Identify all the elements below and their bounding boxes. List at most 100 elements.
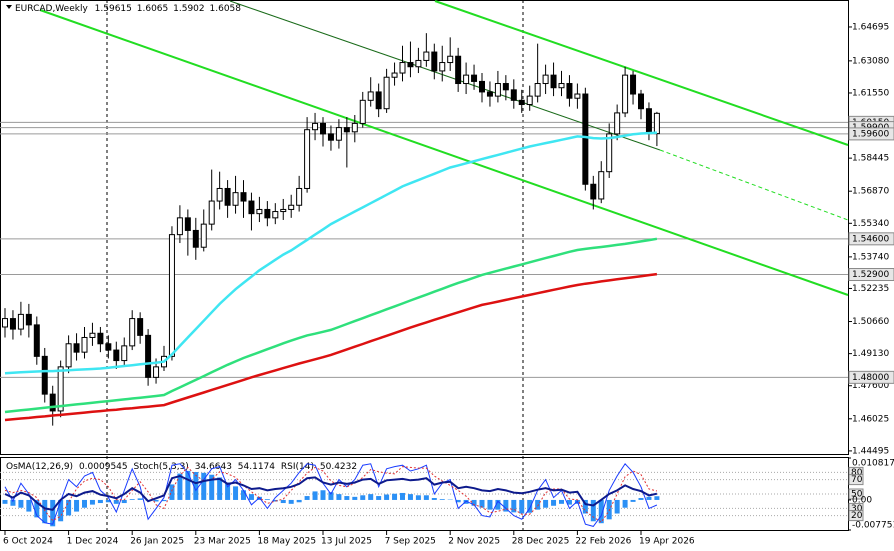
chart-header: EURCAD,Weekly 1.59615 1.6065 1.5902 1.60… [15,4,241,14]
candle-body [327,133,334,141]
histogram-bar [42,499,48,524]
level-label-box [848,474,864,486]
histogram-bar [201,472,207,500]
candle-body [168,234,175,357]
candle-body [192,229,199,248]
histogram-bar [320,490,326,500]
histogram-bar [336,494,342,500]
candle-body [494,83,501,97]
y-tick-label: 0.00 [852,495,872,505]
histogram-bar [646,496,652,500]
symbol: EURCAD,Weekly [15,4,88,14]
candle-body [653,112,660,135]
candle-body [351,122,358,133]
candle-body [335,127,342,141]
candle-body [184,217,191,231]
candle-body [49,393,56,412]
candle-body [471,74,478,82]
histogram-bar [153,499,159,502]
candle-body [81,336,88,353]
histogram-bar [89,499,95,505]
candle-body [526,95,533,106]
histogram-bar [423,495,429,500]
histogram-bar [58,499,64,522]
y-tick-label: 1.55340 [852,219,889,229]
histogram-bar [527,499,533,513]
y-tick-label: 1.63080 [852,56,889,66]
histogram-bar [487,499,493,510]
candle-body [367,91,374,101]
histogram-bar [217,477,223,500]
histogram-bar [50,499,56,527]
stoch-last: 34.6643 [195,462,232,472]
histogram-bar [638,498,644,500]
candle-body [216,187,223,202]
candle-body [240,192,247,202]
level-label: 1.48000 [852,373,889,383]
histogram-bar [129,499,135,500]
stoch-name: Stoch(5,3,3) [134,462,189,472]
histogram-bar [566,499,572,505]
levels [0,121,848,378]
candle-body [73,343,80,353]
y-tick-label: -0.007751 [852,521,894,531]
histogram-bar [376,496,382,500]
candle-body [224,187,231,206]
histogram-bar [368,494,374,500]
candle-body [534,83,541,97]
rsi-last: 50.4232 [320,462,357,472]
candle-body [518,99,525,106]
candle-body [208,200,215,225]
y-tick-label: 1.56870 [852,187,889,197]
y-tick-label: 1.47600 [852,381,889,391]
osma-last: 0.0009545 [79,462,128,472]
y2-tick-label: 80 [851,468,863,478]
y-tick-label: 1.53740 [852,252,889,262]
candle-body [320,122,326,135]
candle-body [645,108,652,135]
moving-average [4,237,658,414]
histogram-bar [312,491,318,500]
candle-body [129,318,136,347]
histogram-bar [407,494,413,500]
histogram-bar [169,484,175,500]
x-tick-label: 6 Oct 2024 [3,537,53,547]
histogram-bar [241,490,246,500]
histogram-bar [630,499,636,502]
histogram-bar [2,499,8,504]
histogram-bar [264,499,270,500]
histogram-bar [439,499,445,500]
indicator-line [4,462,658,527]
y2-tick-label: 20 [851,511,863,521]
candle-body [312,122,319,131]
indicator-header: OsMA(12,26,9) 0.0009545 Stoch(5,3,3) 34.… [6,462,357,472]
x-tick-label: 18 May 2025 [257,537,316,547]
menu-triangle[interactable] [6,5,12,9]
candle-body [439,62,446,72]
histogram-bar [400,492,405,500]
candle-body [566,83,573,99]
candle-body [97,332,104,345]
histogram-bar [113,499,119,504]
candle-body [407,62,414,68]
x-tick-label: 13 Jul 2025 [321,537,372,547]
candle-body [574,93,581,99]
candle-body [248,200,255,215]
candle-body [502,83,509,91]
level-label-box [848,268,894,282]
candle-body [137,318,144,336]
candle-body [399,62,406,74]
histogram-bar [543,499,549,508]
histogram-bar [272,499,278,502]
level-label-box [848,370,894,384]
candle-body [33,324,40,357]
x-tick-label: 26 Jan 2025 [130,537,184,547]
main-frame [0,0,849,455]
histogram-bar [137,498,143,500]
y-tick-label: 1.44495 [852,446,889,456]
y2-tick-label: 50 [851,490,863,500]
candle-body [256,208,263,215]
histogram-bar [233,486,239,500]
